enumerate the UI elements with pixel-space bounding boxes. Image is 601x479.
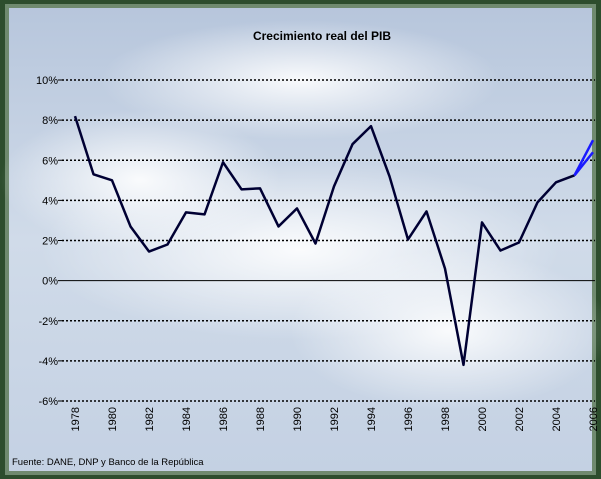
y-tick-label: 4% [42, 195, 58, 207]
x-tick-label: 2006 [588, 407, 600, 431]
y-tick-label: 0% [42, 276, 58, 288]
x-tick-label: 1998 [440, 407, 452, 431]
x-tick-label: 1990 [292, 407, 304, 431]
series-line [573, 139, 595, 176]
x-tick-label: 1978 [70, 407, 82, 431]
x-tick-label: 1994 [366, 407, 378, 431]
x-tick-label: 2004 [551, 407, 563, 431]
x-tick-label: 2002 [514, 407, 526, 431]
y-tick-label: 2% [42, 236, 58, 248]
x-tick-label: 1988 [255, 407, 267, 431]
cloud [290, 250, 601, 410]
y-tick-label: -2% [38, 316, 58, 328]
chart-title: Crecimiento real del PIB [253, 29, 391, 43]
series-line [573, 151, 594, 177]
x-tick-label: 1992 [329, 407, 341, 431]
clouds [0, 20, 601, 410]
source-note: Fuente: DANE, DNP y Banco de la Repúblic… [12, 457, 204, 468]
y-tick-label: 6% [42, 155, 58, 167]
x-tick-label: 1996 [403, 407, 415, 431]
x-tick-label: 1982 [144, 407, 156, 431]
x-tick-label: 1980 [107, 407, 119, 431]
x-tick-label: 1984 [181, 407, 193, 431]
series-line [73, 115, 575, 367]
y-tick-label: 10% [36, 75, 58, 87]
x-tick-label: 1986 [218, 407, 230, 431]
cloud [0, 110, 280, 250]
y-tick-label: 8% [42, 115, 58, 127]
y-tick-label: -4% [38, 356, 58, 368]
x-tick-label: 2000 [477, 407, 489, 431]
y-tick-label: -6% [38, 396, 58, 408]
